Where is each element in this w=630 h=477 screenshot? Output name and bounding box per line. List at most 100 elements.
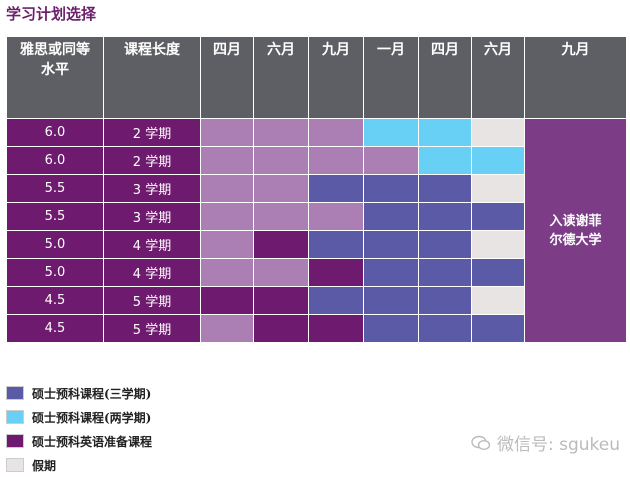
header-june-1: 六月 — [253, 36, 309, 119]
header-april-1: 四月 — [200, 36, 254, 119]
schedule-cell-september-1 — [308, 258, 364, 287]
watermark-text: 微信号: sgukeu — [496, 435, 620, 455]
legend-item-two-term: 硕士预科课程(两学期) — [6, 405, 152, 429]
schedule-cell-september-1 — [308, 174, 364, 203]
schedule-cell-january — [363, 174, 419, 203]
schedule-cell-june-1 — [253, 202, 309, 231]
schedule-cell-june-1 — [253, 174, 309, 203]
ielts-level-cell: 6.0 — [6, 146, 104, 175]
legend-swatch-english-prep — [6, 434, 24, 448]
schedule-cell-january — [363, 230, 419, 259]
schedule-cell-june-2 — [471, 314, 525, 343]
legend-item-holiday: 假期 — [6, 453, 152, 477]
schedule-cell-april-1 — [200, 118, 254, 147]
watermark: 微信号: sgukeu — [471, 430, 620, 455]
schedule-cell-april-2 — [418, 314, 472, 343]
ielts-level-cell: 5.5 — [6, 174, 104, 203]
legend-swatch-holiday — [6, 458, 24, 472]
course-length-cell: 3 学期 — [103, 202, 201, 231]
ielts-level-cell: 5.0 — [6, 258, 104, 287]
schedule-cell-april-2 — [418, 286, 472, 315]
table-row: 5.5 3 学期 — [6, 202, 627, 231]
schedule-cell-june-1 — [253, 118, 309, 147]
schedule-cell-april-1 — [200, 146, 254, 175]
ielts-level-cell: 5.5 — [6, 202, 104, 231]
schedule-cell-september-1 — [308, 118, 364, 147]
header-september-2: 九月 — [524, 36, 627, 119]
schedule-cell-june-1 — [253, 146, 309, 175]
legend-label-english-prep: 硕士预科英语准备课程 — [32, 434, 153, 449]
course-length-cell: 3 学期 — [103, 174, 201, 203]
schedule-cell-june-2 — [471, 258, 525, 287]
schedule-cell-april-1 — [200, 174, 254, 203]
ielts-level-cell: 5.0 — [6, 230, 104, 259]
header-june-2: 六月 — [471, 36, 525, 119]
course-length-cell: 5 学期 — [103, 314, 201, 343]
schedule-cell-june-1 — [253, 230, 309, 259]
header-course-length: 课程长度 — [103, 36, 201, 119]
table-row: 5.0 4 学期 — [6, 230, 627, 259]
schedule-cell-april-1 — [200, 286, 254, 315]
schedule-cell-june-1 — [253, 314, 309, 343]
table-row: 5.5 3 学期 — [6, 174, 627, 203]
schedule-cell-january — [363, 258, 419, 287]
table-row: 5.0 4 学期 — [6, 258, 627, 287]
legend-item-english-prep: 硕士预科英语准备课程 — [6, 429, 152, 453]
schedule-cell-april-1 — [200, 202, 254, 231]
legend-label-holiday: 假期 — [32, 458, 57, 473]
schedule-cell-september-1 — [308, 286, 364, 315]
schedule-cell-january — [363, 286, 419, 315]
schedule-cell-april-2 — [418, 202, 472, 231]
schedule-cell-january — [363, 146, 419, 175]
ielts-level-cell: 4.5 — [6, 286, 104, 315]
schedule-cell-september-1 — [308, 230, 364, 259]
enter-university-label: 入读谢菲尔德大学 — [549, 213, 602, 248]
schedule-cell-january — [363, 314, 419, 343]
wechat-icon — [471, 435, 491, 450]
schedule-cell-january — [363, 118, 419, 147]
header-january: 一月 — [363, 36, 419, 119]
schedule-cell-april-2 — [418, 230, 472, 259]
schedule-cell-april-1 — [200, 230, 254, 259]
schedule-cell-april-1 — [200, 258, 254, 287]
study-plan-table: 雅思或同等水平 课程长度 四月 六月 九月 一月 四月 六月 九月 6.0 2 学… — [6, 36, 627, 343]
header-row: 雅思或同等水平 课程长度 四月 六月 九月 一月 四月 六月 九月 — [6, 36, 627, 119]
schedule-cell-june-1 — [253, 286, 309, 315]
schedule-cell-january — [363, 202, 419, 231]
header-ielts-level: 雅思或同等水平 — [6, 36, 104, 119]
course-length-cell: 5 学期 — [103, 286, 201, 315]
course-length-cell: 2 学期 — [103, 146, 201, 175]
ielts-level-cell: 4.5 — [6, 314, 104, 343]
schedule-cell-september-1 — [308, 146, 364, 175]
schedule-cell-april-2 — [418, 118, 472, 147]
enter-university-cell: 入读谢菲尔德大学 — [524, 118, 627, 343]
table-row: 4.5 5 学期 — [6, 314, 627, 343]
legend-label-three-term: 硕士预科课程(三学期) — [32, 386, 152, 401]
course-length-cell: 4 学期 — [103, 230, 201, 259]
table-row: 6.0 2 学期入读谢菲尔德大学 — [6, 118, 627, 343]
header-september-1: 九月 — [308, 36, 364, 119]
course-length-cell: 2 学期 — [103, 118, 201, 147]
legend-swatch-two-term — [6, 410, 24, 424]
schedule-cell-june-2 — [471, 146, 525, 175]
header-april-2: 四月 — [418, 36, 472, 119]
legend-item-three-term: 硕士预科课程(三学期) — [6, 381, 152, 405]
legend-label-two-term: 硕士预科课程(两学期) — [32, 410, 152, 425]
legend-swatch-three-term — [6, 386, 24, 400]
schedule-cell-april-2 — [418, 174, 472, 203]
ielts-level-cell: 6.0 — [6, 118, 104, 147]
legend: 硕士预科课程(三学期) 硕士预科课程(两学期) 硕士预科英语准备课程 假期 — [6, 381, 152, 477]
course-length-cell: 4 学期 — [103, 258, 201, 287]
table-row: 6.0 2 学期 — [6, 146, 627, 175]
schedule-cell-april-2 — [418, 258, 472, 287]
schedule-cell-june-2 — [471, 286, 525, 315]
schedule-cell-april-2 — [418, 146, 472, 175]
table-row: 4.5 5 学期 — [6, 286, 627, 315]
page-title: 学习计划选择 — [6, 5, 97, 23]
schedule-cell-june-2 — [471, 118, 525, 147]
schedule-cell-april-1 — [200, 314, 254, 343]
schedule-cell-september-1 — [308, 314, 364, 343]
schedule-cell-june-2 — [471, 202, 525, 231]
schedule-cell-september-1 — [308, 202, 364, 231]
schedule-cell-june-2 — [471, 174, 525, 203]
